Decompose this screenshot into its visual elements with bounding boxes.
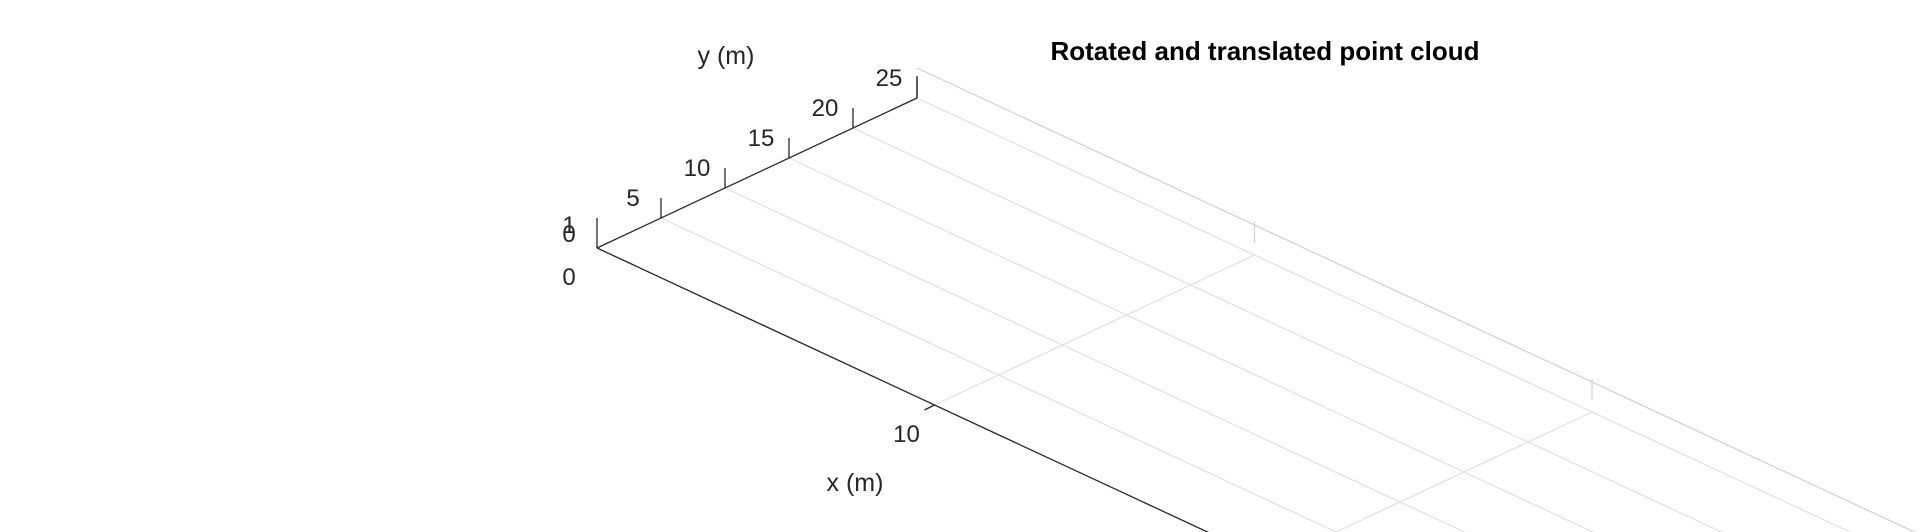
y-axis-line [596,97,918,249]
grid-line-x [934,254,1255,406]
y-tick-label: 20 [812,95,839,122]
grid-line-y [852,127,1723,532]
grid-line-y [660,217,1338,532]
box-edge [916,67,1916,532]
y-axis-label: y (m) [698,42,755,70]
grid-line-x [1334,411,1593,532]
z-tick-label: 1 [562,212,575,239]
axes [596,76,1210,532]
z-tick-label: 0 [562,221,575,248]
y-tick-label: 5 [626,185,639,212]
axis-ticks: 102030510152025010 [562,65,935,448]
y-tick-label: 15 [748,125,775,152]
x-axis-line [596,247,1210,532]
x-tick [924,404,935,411]
origin-tick-label: 0 [562,264,575,291]
grid-line-y [724,187,1466,532]
chart-title: Rotated and translated point cloud [1050,36,1479,66]
y-tick-label: 10 [684,155,711,182]
x-tick-label: 10 [893,421,920,448]
y-tick-label: 25 [876,65,903,92]
x-axis-label: x (m) [827,469,884,497]
grid [660,67,1916,532]
grid-line-y [788,157,1595,532]
